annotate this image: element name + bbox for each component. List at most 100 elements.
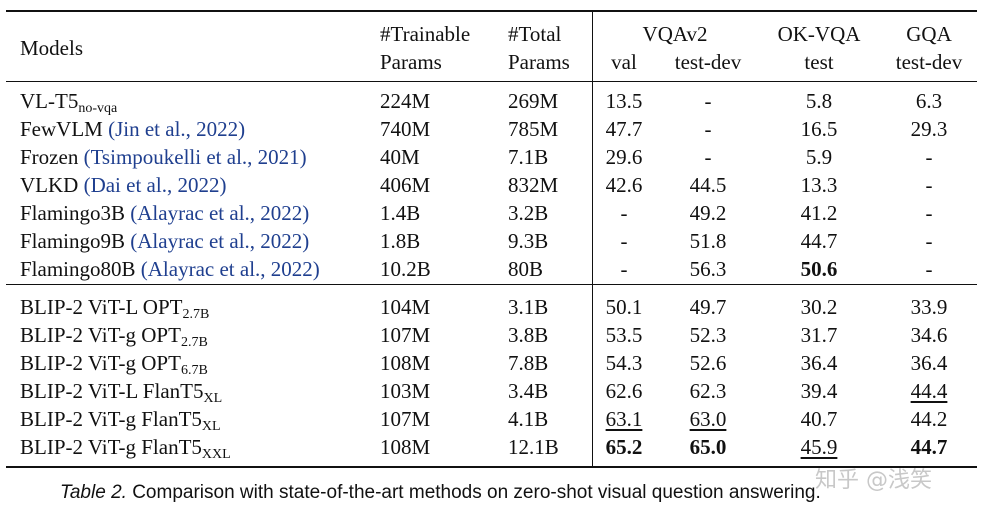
okvqa-test: 5.8	[805, 89, 833, 113]
model-name: BLIP-2 ViT-g FlanT5XXL	[20, 435, 231, 462]
total-params: 7.1B	[508, 145, 549, 169]
citation-link[interactable]: (Dai et al., 2022)	[83, 173, 227, 197]
header-total-line1: #Total	[508, 22, 562, 46]
vqav2-val: 54.3	[605, 351, 643, 375]
vqav2-testdev: 49.2	[689, 201, 727, 225]
gqa-testdev: -	[925, 145, 933, 169]
vqav2-testdev: -	[704, 89, 712, 113]
header-val: val	[611, 50, 637, 74]
header-models: Models	[20, 36, 83, 60]
vqav2-val: 53.5	[605, 323, 643, 347]
model-name: BLIP-2 ViT-g OPT2.7B	[20, 323, 208, 350]
okvqa-test: 31.7	[800, 323, 838, 347]
vqav2-testdev: 65.0	[689, 435, 727, 459]
gqa-testdev: -	[925, 201, 933, 225]
trainable-params: 107M	[380, 323, 431, 347]
header-vqav2: VQAv2	[642, 22, 708, 46]
okvqa-test: 44.7	[800, 229, 838, 253]
trainable-params: 103M	[380, 379, 431, 403]
vqav2-testdev: 62.3	[689, 379, 727, 403]
caption-text: Comparison with state-of-the-art methods…	[126, 482, 821, 503]
bottom-rule	[6, 466, 977, 468]
trainable-params: 104M	[380, 295, 431, 319]
trainable-params: 1.4B	[380, 201, 421, 225]
vqav2-val: -	[620, 201, 628, 225]
gqa-testdev: 36.4	[910, 351, 948, 375]
model-name: Flamingo3B (Alayrac et al., 2022)	[20, 201, 310, 225]
gqa-testdev: -	[925, 229, 933, 253]
trainable-params: 1.8B	[380, 229, 421, 253]
vqav2-testdev: 51.8	[689, 229, 727, 253]
header-test: test	[804, 50, 834, 74]
top-rule	[6, 10, 977, 12]
trainable-params: 10.2B	[380, 257, 431, 281]
okvqa-test: 13.3	[800, 173, 838, 197]
total-params: 832M	[508, 173, 559, 197]
vqav2-testdev: -	[704, 145, 712, 169]
header-gqa: GQA	[906, 22, 952, 46]
model-name: Flamingo9B (Alayrac et al., 2022)	[20, 229, 310, 253]
gqa-testdev: -	[925, 257, 933, 281]
total-params: 3.8B	[508, 323, 549, 347]
table-caption: Table 2. Comparison with state-of-the-ar…	[60, 482, 821, 504]
okvqa-test: 5.9	[805, 145, 833, 169]
okvqa-test: 30.2	[800, 295, 838, 319]
model-name: Frozen (Tsimpoukelli et al., 2021)	[20, 145, 307, 169]
model-name: BLIP-2 ViT-L FlanT5XL	[20, 379, 223, 406]
gqa-testdev: 44.4	[910, 379, 948, 403]
total-params: 4.1B	[508, 407, 549, 431]
gqa-testdev: -	[925, 173, 933, 197]
model-name: BLIP-2 ViT-g OPT6.7B	[20, 351, 208, 378]
gqa-testdev: 6.3	[915, 89, 943, 113]
vqav2-val: 42.6	[605, 173, 643, 197]
gqa-testdev: 44.2	[910, 407, 948, 431]
gqa-testdev: 33.9	[910, 295, 948, 319]
vqav2-val: 50.1	[605, 295, 643, 319]
okvqa-test: 40.7	[800, 407, 838, 431]
vqav2-val: -	[620, 257, 628, 281]
trainable-params: 40M	[380, 145, 420, 169]
vqav2-val: 29.6	[605, 145, 643, 169]
total-params: 80B	[508, 257, 544, 281]
citation-link[interactable]: (Alayrac et al., 2022)	[130, 201, 310, 225]
model-name: VL-T5no-vqa	[20, 89, 118, 116]
vqav2-testdev: 52.3	[689, 323, 727, 347]
model-name: VLKD (Dai et al., 2022)	[20, 173, 227, 197]
gqa-testdev: 29.3	[910, 117, 948, 141]
trainable-params: 108M	[380, 435, 431, 459]
vqav2-val: -	[620, 229, 628, 253]
total-params: 7.8B	[508, 351, 549, 375]
caption-label: Table 2.	[60, 482, 127, 503]
citation-link[interactable]: (Tsimpoukelli et al., 2021)	[83, 145, 307, 169]
model-name: BLIP-2 ViT-L OPT2.7B	[20, 295, 210, 322]
okvqa-test: 45.9	[800, 435, 838, 459]
okvqa-test: 39.4	[800, 379, 838, 403]
trainable-params: 740M	[380, 117, 431, 141]
model-name: BLIP-2 ViT-g FlanT5XL	[20, 407, 221, 434]
total-params: 3.1B	[508, 295, 549, 319]
trainable-params: 108M	[380, 351, 431, 375]
citation-link[interactable]: (Alayrac et al., 2022)	[130, 229, 310, 253]
citation-link[interactable]: (Alayrac et al., 2022)	[140, 257, 320, 281]
okvqa-test: 16.5	[800, 117, 838, 141]
vqav2-testdev: 63.0	[689, 407, 727, 431]
citation-link[interactable]: (Jin et al., 2022)	[108, 117, 246, 141]
gqa-testdev: 34.6	[910, 323, 948, 347]
vqav2-val: 62.6	[605, 379, 643, 403]
vqav2-testdev: 44.5	[689, 173, 727, 197]
model-name: FewVLM (Jin et al., 2022)	[20, 117, 246, 141]
watermark: 知乎 @浅笑	[815, 468, 932, 493]
model-name: Flamingo80B (Alayrac et al., 2022)	[20, 257, 320, 281]
gqa-testdev: 44.7	[910, 435, 948, 459]
total-params: 269M	[508, 89, 559, 113]
okvqa-test: 36.4	[800, 351, 838, 375]
vqav2-testdev: 52.6	[689, 351, 727, 375]
vqav2-val: 47.7	[605, 117, 643, 141]
vqav2-testdev: 56.3	[689, 257, 727, 281]
group-rule	[6, 284, 977, 285]
column-divider	[592, 10, 593, 466]
trainable-params: 224M	[380, 89, 431, 113]
header-trainable-line2: Params	[380, 50, 442, 74]
header-total-line2: Params	[508, 50, 570, 74]
vqav2-testdev: -	[704, 117, 712, 141]
